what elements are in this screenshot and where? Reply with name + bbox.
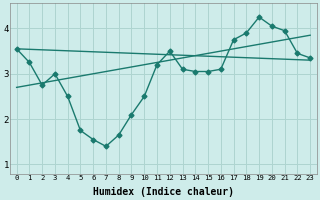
X-axis label: Humidex (Indice chaleur): Humidex (Indice chaleur) [93,186,234,197]
